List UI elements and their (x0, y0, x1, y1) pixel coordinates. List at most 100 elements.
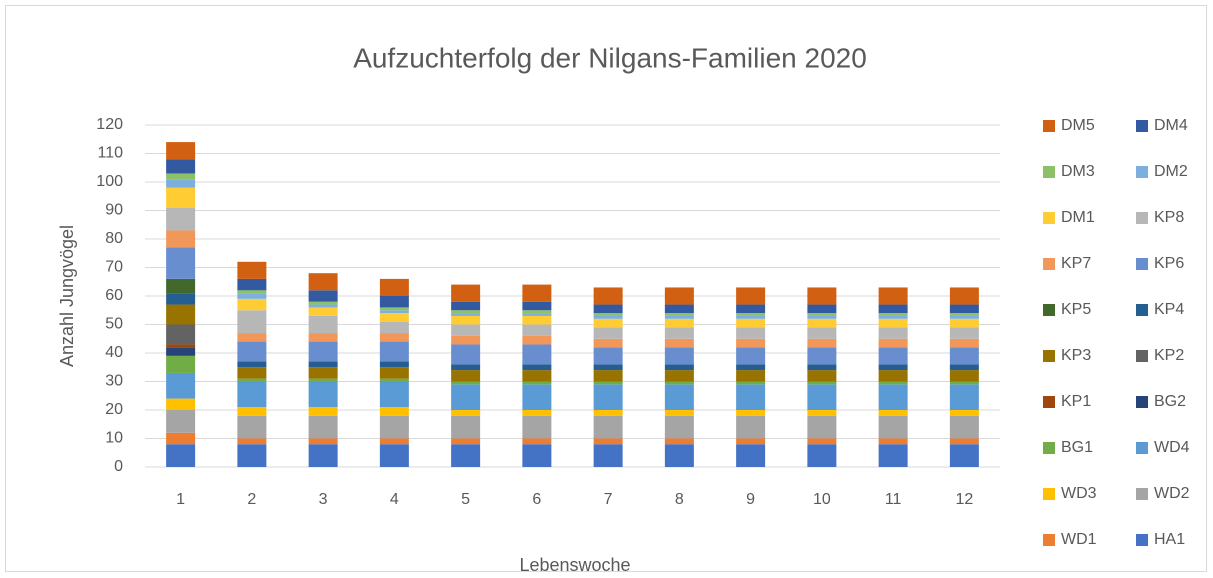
x-tick-label: 11 (885, 491, 902, 508)
bar-segment (451, 370, 481, 382)
bar-segment (522, 301, 552, 311)
legend-label: DM5 (1061, 117, 1095, 134)
bar-segment (949, 304, 979, 314)
bar-segment (878, 304, 908, 314)
bar-segment (379, 313, 409, 322)
y-tick-label: 80 (105, 230, 123, 247)
legend-label: KP2 (1154, 347, 1184, 364)
bar-segment (878, 415, 908, 439)
y-axis-title: Anzahl Jungvögel (57, 225, 77, 367)
bar-segment (949, 313, 979, 316)
bar-segment (664, 438, 694, 445)
bar-segment (451, 310, 481, 314)
bar-segment (166, 410, 196, 433)
bar-segment (451, 315, 481, 325)
legend-swatch (1136, 304, 1148, 316)
bar-segment (807, 381, 837, 385)
bar-segment (237, 361, 267, 368)
bar-segment (664, 444, 694, 467)
bar-segment (664, 304, 694, 314)
bar-segment (949, 364, 979, 371)
bar-segment (807, 304, 837, 314)
bar-segment (237, 261, 267, 279)
bar-segment (878, 438, 908, 445)
bar-segment (522, 364, 552, 371)
bar-segment (664, 327, 694, 339)
y-tick-label: 10 (105, 430, 123, 447)
bar-segment (878, 315, 908, 319)
bar-segment (949, 347, 979, 365)
legend-swatch (1043, 304, 1055, 316)
bar-segment (878, 347, 908, 365)
legend-label: DM1 (1061, 209, 1095, 226)
bar-segment (237, 298, 267, 311)
bar-segment (522, 310, 552, 314)
bar-segment (807, 318, 837, 328)
bar-segment (736, 318, 766, 328)
bar-segment (878, 364, 908, 371)
bar-segment (308, 415, 338, 439)
bar-segment (593, 315, 623, 319)
bar-segment (237, 378, 267, 382)
legend-swatch (1043, 120, 1055, 132)
bar-segment (878, 384, 908, 410)
bar-segment (237, 293, 267, 299)
bar-segment (736, 327, 766, 339)
bar-segment (308, 444, 338, 467)
bar-segment (308, 378, 338, 382)
bar-segment (522, 444, 552, 467)
bar-segment (237, 341, 267, 362)
bar-segment (166, 207, 196, 231)
bar-segment (807, 347, 837, 365)
bar-segment (664, 338, 694, 348)
y-tick-label: 60 (105, 287, 123, 304)
bar-segment (522, 335, 552, 345)
bar-segment (522, 370, 552, 382)
bar-segment (379, 381, 409, 408)
bar-segment (166, 372, 196, 399)
bar-segment (308, 301, 338, 305)
bar-segment (664, 415, 694, 439)
bar-segment (878, 370, 908, 382)
bar-segment (807, 370, 837, 382)
bar-segment (379, 415, 409, 439)
bar-segment (379, 438, 409, 445)
bar-segment (379, 407, 409, 416)
bar-segment (807, 364, 837, 371)
bar-segment (949, 370, 979, 382)
bar-segment (664, 384, 694, 410)
x-tick-label: 1 (176, 491, 185, 508)
y-tick-label: 70 (105, 259, 123, 276)
legend-label: HA1 (1154, 531, 1185, 548)
bar-segment (664, 347, 694, 365)
bar-segment (379, 278, 409, 296)
legend-label: WD1 (1061, 531, 1097, 548)
bar-segment (379, 444, 409, 467)
bar-segment (949, 327, 979, 339)
bar-segment (736, 364, 766, 371)
bar-segment (664, 313, 694, 316)
bar-segment (807, 313, 837, 316)
x-axis-title: Lebenswoche (519, 555, 630, 575)
bar-segment (807, 410, 837, 416)
chart-title: Aufzuchterfolg der Nilgans-Familien 2020 (353, 42, 867, 73)
x-tick-label: 8 (675, 491, 684, 508)
legend-swatch (1136, 534, 1148, 546)
bar-segment (807, 338, 837, 348)
bar-segment (166, 179, 196, 188)
legend-swatch (1136, 258, 1148, 270)
y-tick-label: 30 (105, 373, 123, 390)
legend-label: WD4 (1154, 439, 1190, 456)
bar-segment (166, 347, 196, 356)
bar-segment (949, 444, 979, 467)
bar-segment (878, 381, 908, 385)
legend-swatch (1043, 258, 1055, 270)
bar-segment (949, 338, 979, 348)
bar-segment (237, 438, 267, 445)
bar-segment (736, 313, 766, 316)
bar-segment (736, 370, 766, 382)
bar-segment (166, 432, 196, 445)
legend-swatch (1043, 488, 1055, 500)
bar-segment (593, 438, 623, 445)
legend-label: KP8 (1154, 209, 1184, 226)
